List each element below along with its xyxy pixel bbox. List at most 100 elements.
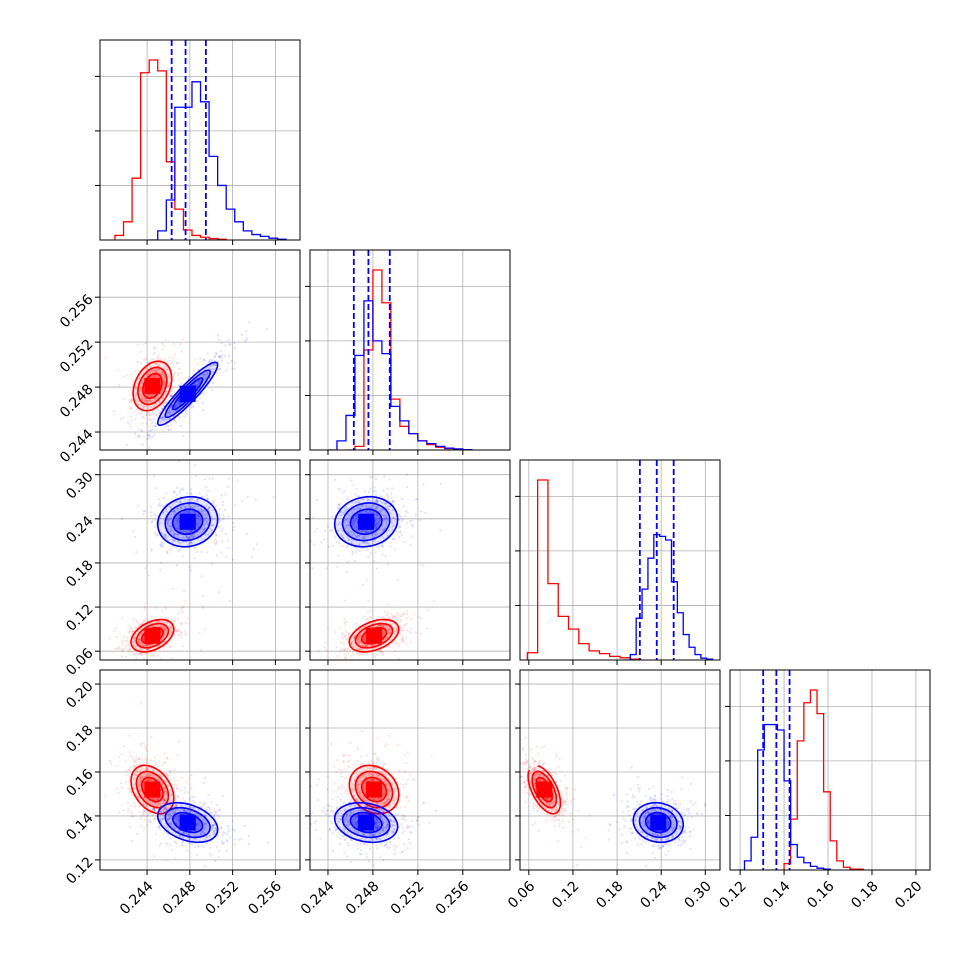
scatter-point: [194, 846, 196, 848]
density-peak: [144, 378, 160, 394]
scatter-point: [371, 476, 373, 478]
scatter-point: [141, 416, 143, 418]
scatter-point: [168, 425, 170, 427]
scatter-point: [104, 794, 106, 796]
scatter-point: [383, 489, 385, 491]
scatter-point: [171, 849, 173, 851]
scatter-point: [374, 656, 376, 658]
scatter-point: [154, 429, 156, 431]
scatter-point: [158, 498, 160, 500]
scatter-point: [211, 563, 213, 565]
scatter-point: [401, 626, 403, 628]
scatter-point: [411, 535, 413, 537]
scatter-point: [362, 584, 364, 586]
scatter-point: [383, 475, 385, 477]
scatter-point: [122, 809, 124, 811]
scatter-point: [172, 619, 174, 621]
scatter-point: [406, 610, 408, 612]
scatter-point: [135, 657, 137, 659]
scatter-point: [402, 518, 404, 520]
scatter-point: [202, 605, 204, 607]
scatter-point: [173, 491, 175, 493]
scatter-point: [174, 857, 176, 859]
scatter-point: [207, 794, 209, 796]
scatter-point: [133, 661, 135, 663]
scatter-point: [399, 615, 401, 617]
scatter-point: [248, 321, 250, 323]
scatter-point: [247, 496, 249, 498]
scatter-point: [149, 418, 151, 420]
scatter-point: [141, 667, 143, 669]
scatter-point: [410, 641, 412, 643]
scatter-point: [182, 611, 184, 613]
scatter-point: [147, 438, 149, 440]
scatter-point: [163, 762, 165, 764]
scatter-point: [252, 548, 254, 550]
scatter-point: [174, 419, 176, 421]
scatter-point: [170, 770, 172, 772]
scatter-point: [140, 825, 142, 827]
scatter-point: [179, 343, 181, 345]
scatter-point: [176, 487, 178, 489]
scatter-point: [214, 356, 216, 358]
scatter-point: [146, 750, 148, 752]
scatter-point: [134, 536, 136, 538]
scatter-point: [127, 810, 129, 812]
scatter-point: [210, 855, 212, 857]
scatter-point: [206, 494, 208, 496]
scatter-point: [134, 418, 136, 420]
scatter-point: [161, 348, 163, 350]
scatter-point: [232, 522, 234, 524]
scatter-point: [174, 769, 176, 771]
scatter-point: [120, 418, 122, 420]
scatter-point: [344, 618, 346, 620]
scatter-point: [149, 437, 151, 439]
scatter-point: [154, 532, 156, 534]
scatter-point: [164, 661, 166, 663]
scatter-point: [131, 794, 133, 796]
scatter-point: [176, 754, 178, 756]
scatter-point: [105, 357, 107, 359]
scatter-point: [211, 359, 213, 361]
scatter-point: [404, 642, 406, 644]
scatter-point: [144, 609, 146, 611]
scatter-point: [125, 760, 127, 762]
scatter-point: [227, 339, 229, 341]
scatter-point: [146, 824, 148, 826]
scatter-point: [256, 543, 258, 545]
scatter-point: [245, 533, 247, 535]
scatter-point: [433, 600, 435, 602]
scatter-point: [153, 513, 155, 515]
scatter-point: [234, 504, 236, 506]
scatter-point: [389, 478, 391, 480]
scatter-point: [380, 495, 382, 497]
scatter-point: [399, 530, 401, 532]
scatter-point: [145, 747, 147, 749]
scatter-point: [120, 782, 122, 784]
scatter-point: [392, 642, 394, 644]
scatter-point: [171, 361, 173, 363]
scatter-point: [157, 358, 159, 360]
scatter-point: [366, 618, 368, 620]
scatter-point: [135, 755, 137, 757]
scatter-point: [221, 494, 223, 496]
scatter-point: [233, 838, 235, 840]
scatter-point: [117, 369, 119, 371]
scatter-point: [218, 339, 220, 341]
scatter-point: [164, 393, 166, 395]
scatter-point: [396, 612, 398, 614]
scatter-point: [182, 555, 184, 557]
scatter-point: [225, 555, 227, 557]
scatter-point: [154, 764, 156, 766]
scatter-point: [336, 541, 338, 543]
scatter-point: [161, 343, 163, 345]
scatter-point: [367, 600, 369, 602]
scatter-point: [170, 778, 172, 780]
scatter-point: [215, 534, 217, 536]
scatter-point: [170, 657, 172, 659]
scatter-point: [118, 756, 120, 758]
scatter-point: [153, 475, 155, 477]
scatter-point: [135, 758, 137, 760]
scatter-point: [228, 355, 230, 357]
scatter-point: [172, 358, 174, 360]
